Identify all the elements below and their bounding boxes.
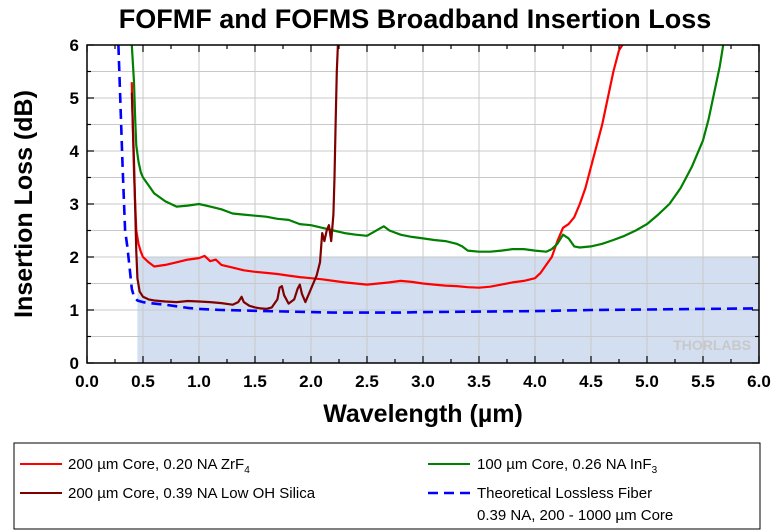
legend-label-zrf4: 200 µm Core, 0.20 NA ZrF4 [68,456,250,476]
legend: 200 µm Core, 0.20 NA ZrF4 100 µm Core, 0… [13,442,761,530]
x-tick-label: 6.0 [747,372,771,391]
legend-label-silica: 200 µm Core, 0.39 NA Low OH Silica [68,485,316,502]
x-tick-label: 2.5 [355,372,379,391]
y-axis-label: Insertion Loss (dB) [10,90,38,318]
chart-title: FOFMF and FOFMS Broadband Insertion Loss [119,4,712,34]
x-tick-label: 1.5 [243,372,267,391]
x-tick-label: 0.5 [131,372,155,391]
thorlabs-watermark: THORLABS [673,337,751,353]
y-tick-labels: 0 1 2 3 4 5 6 [70,36,80,373]
series-low-oh-silica [130,45,339,310]
series-theoretical [117,45,759,314]
series-group [117,45,759,314]
y-tick-label: 2 [70,248,79,267]
grid-lines [87,45,759,363]
x-tick-label: 1.0 [187,372,211,391]
legend-label-theoretical: Theoretical Lossless Fiber [477,485,652,502]
x-tick-label: 2.0 [299,372,323,391]
x-tick-label: 3.5 [467,372,491,391]
legend-box [13,442,761,530]
y-tick-label: 1 [70,301,79,320]
x-tick-label: 4.0 [523,372,547,391]
x-tick-label: 5.0 [635,372,659,391]
axis-ticks [86,44,760,364]
y-tick-label: 5 [70,89,79,108]
legend-label-inf3: 100 µm Core, 0.26 NA InF3 [477,456,658,476]
x-tick-label: 3.0 [411,372,435,391]
y-tick-label: 0 [70,354,79,373]
x-tick-label: 0.0 [75,372,99,391]
y-tick-label: 4 [70,142,80,161]
series-zrf4 [130,45,624,289]
x-tick-labels: 0.0 0.5 1.0 1.5 2.0 2.5 3.0 3.5 4.0 4.5 5.0 5.5 6.0 [75,372,771,391]
x-axis-label: Wavelength (µm) [323,400,523,428]
series-inf3 [130,45,725,253]
y-tick-label: 6 [70,36,79,55]
legend-label-theoretical-line2: 0.39 NA, 200 - 1000 µm Core [477,507,673,524]
x-tick-label: 5.5 [691,372,715,391]
y-tick-label: 3 [70,195,79,214]
x-tick-label: 4.5 [579,372,603,391]
